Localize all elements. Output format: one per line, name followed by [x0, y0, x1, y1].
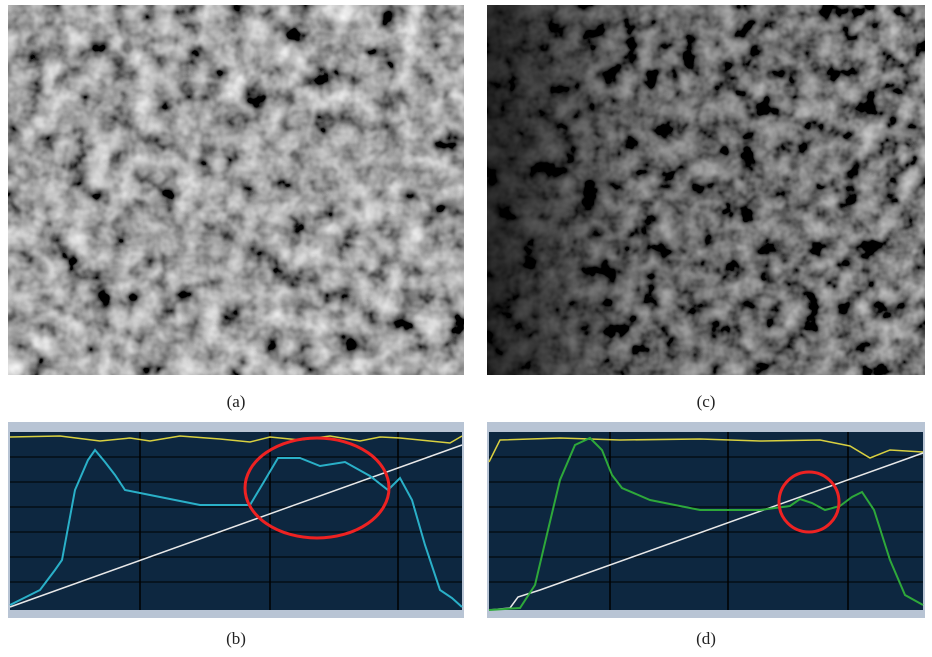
- image-c: [487, 5, 925, 375]
- panel-label: (d): [696, 629, 716, 648]
- image-a: [8, 5, 464, 375]
- panel-label: (a): [227, 392, 246, 411]
- histogram-b: [8, 422, 464, 618]
- histogram-d: [487, 422, 925, 618]
- panel-label: (c): [697, 392, 716, 411]
- panel-label: (b): [226, 629, 246, 648]
